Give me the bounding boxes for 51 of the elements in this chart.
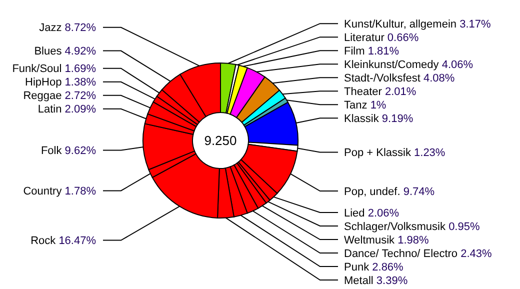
slice-label: Metall <box>344 274 374 287</box>
data-label: 16.47% <box>58 235 96 248</box>
data-label: 8.72% <box>64 22 96 34</box>
slice-label: Film <box>344 45 365 58</box>
slice-label: HipHop <box>25 76 62 89</box>
slice-label: Schlager/Volksmusik <box>344 220 446 233</box>
data-label: 1.81% <box>368 45 400 58</box>
slice-label: Literatur <box>344 32 384 44</box>
data-label: 4.06% <box>442 58 474 71</box>
data-label: 9.74% <box>403 186 435 198</box>
data-label: 2.06% <box>368 207 400 220</box>
data-label: 1.38% <box>64 76 96 89</box>
data-label: 2.86% <box>372 261 404 274</box>
data-label: 3.17% <box>460 18 491 30</box>
data-label: 4.92% <box>64 46 96 58</box>
slice-label: Rock <box>30 235 56 248</box>
slice-label: Weltmusik <box>344 234 395 246</box>
data-label: 1.23% <box>414 147 446 160</box>
slice-label: Latin <box>38 104 62 116</box>
slice-label: Folk <box>40 145 62 158</box>
slice-label: Reggae <box>23 90 62 102</box>
data-label: 1.78% <box>64 186 96 198</box>
slice-label: Dance/ Techno/ Electro <box>344 248 458 260</box>
text: 9.250 <box>204 133 237 148</box>
slice-label: Theater <box>344 86 382 98</box>
data-label: 4.08% <box>424 72 455 84</box>
slice-label: Kleinkunst/Comedy <box>344 58 439 71</box>
data-label: 2.09% <box>64 104 96 116</box>
data-label: 2.01% <box>384 86 416 98</box>
slice-label: Stadt-/Volksfest <box>344 72 420 84</box>
data-label: 1.69% <box>64 63 96 76</box>
slice-label: Pop + Klassik <box>344 147 411 160</box>
data-label: 0.66% <box>387 32 419 44</box>
slice-label: Country <box>23 186 62 198</box>
data-label: 2.72% <box>64 90 96 102</box>
slice-label: Jazz <box>39 22 62 34</box>
slice-label: Kunst/Kultur, allgemein <box>344 18 457 30</box>
data-label: 0.95% <box>448 220 480 233</box>
data-label: 2.43% <box>460 248 492 260</box>
slice-label: Funk/Soul <box>12 63 62 76</box>
data-label: 9.62% <box>64 145 96 158</box>
data-label: 3.39% <box>376 274 408 287</box>
slice-label: Punk <box>344 261 370 274</box>
slice-label: Lied <box>344 207 365 220</box>
slice-label: Pop, undef. <box>344 186 400 198</box>
data-label: 1.98% <box>398 234 430 246</box>
slice-label: Tanz <box>344 99 368 112</box>
slice-label: Klassik <box>344 112 379 125</box>
data-label: 1% <box>370 99 386 112</box>
data-label: 9.19% <box>382 112 414 125</box>
slice-label: Blues <box>34 46 62 58</box>
